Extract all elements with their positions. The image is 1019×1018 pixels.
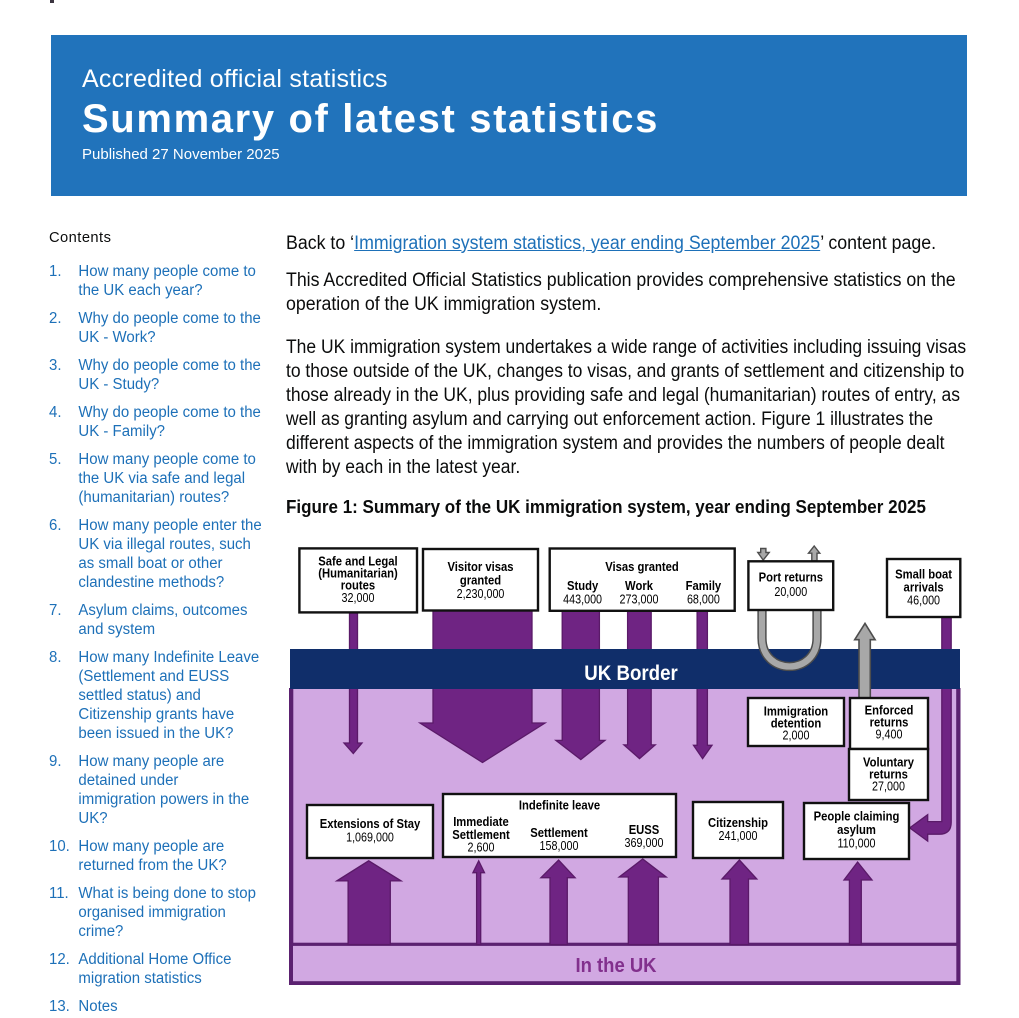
svg-text:9,400: 9,400	[876, 728, 903, 742]
svg-text:158,000: 158,000	[540, 839, 579, 853]
svg-text:Safe and Legal: Safe and Legal	[318, 555, 397, 569]
svg-text:27,000: 27,000	[872, 780, 905, 794]
svg-text:32,000: 32,000	[342, 591, 375, 605]
svg-text:arrivals: arrivals	[904, 581, 944, 595]
svg-text:241,000: 241,000	[719, 829, 758, 843]
svg-text:Indefinite leave: Indefinite leave	[519, 799, 600, 813]
svg-text:2,230,000: 2,230,000	[457, 587, 505, 601]
svg-text:20,000: 20,000	[774, 585, 807, 599]
svg-text:People claiming: People claiming	[814, 810, 900, 824]
svg-text:Settlement: Settlement	[530, 826, 588, 840]
svg-text:Voluntary: Voluntary	[863, 756, 914, 770]
svg-text:Enforced: Enforced	[865, 704, 914, 718]
svg-text:asylum: asylum	[837, 823, 876, 837]
svg-text:Work: Work	[625, 579, 653, 593]
svg-text:Citizenship: Citizenship	[708, 816, 768, 830]
svg-text:Family: Family	[686, 579, 722, 593]
svg-text:In the UK: In the UK	[576, 954, 657, 977]
svg-text:110,000: 110,000	[837, 837, 875, 851]
svg-text:Extensions of Stay: Extensions of Stay	[320, 817, 421, 831]
svg-text:Immediate: Immediate	[453, 815, 509, 829]
svg-text:Visitor visas: Visitor visas	[447, 560, 513, 574]
svg-text:Port returns: Port returns	[759, 571, 823, 585]
svg-text:2,000: 2,000	[783, 729, 810, 743]
svg-text:detention: detention	[771, 717, 822, 731]
svg-text:443,000: 443,000	[563, 593, 602, 607]
svg-text:granted: granted	[460, 574, 501, 588]
svg-text:2,600: 2,600	[468, 841, 495, 855]
svg-text:273,000: 273,000	[620, 593, 659, 607]
svg-text:Study: Study	[567, 579, 598, 593]
svg-text:UK Border: UK Border	[584, 662, 678, 685]
svg-text:routes: routes	[341, 579, 375, 593]
svg-text:369,000: 369,000	[625, 836, 664, 850]
svg-text:46,000: 46,000	[907, 594, 940, 608]
svg-text:returns: returns	[869, 768, 908, 782]
svg-text:(Humanitarian): (Humanitarian)	[318, 567, 397, 581]
svg-text:returns: returns	[870, 716, 909, 730]
svg-text:EUSS: EUSS	[629, 823, 660, 837]
svg-text:68,000: 68,000	[687, 593, 720, 607]
svg-text:Immigration: Immigration	[764, 705, 828, 719]
svg-text:Settlement: Settlement	[452, 828, 510, 842]
svg-text:Small boat: Small boat	[895, 568, 953, 582]
svg-text:1,069,000: 1,069,000	[346, 831, 394, 845]
svg-text:Visas granted: Visas granted	[605, 560, 679, 574]
